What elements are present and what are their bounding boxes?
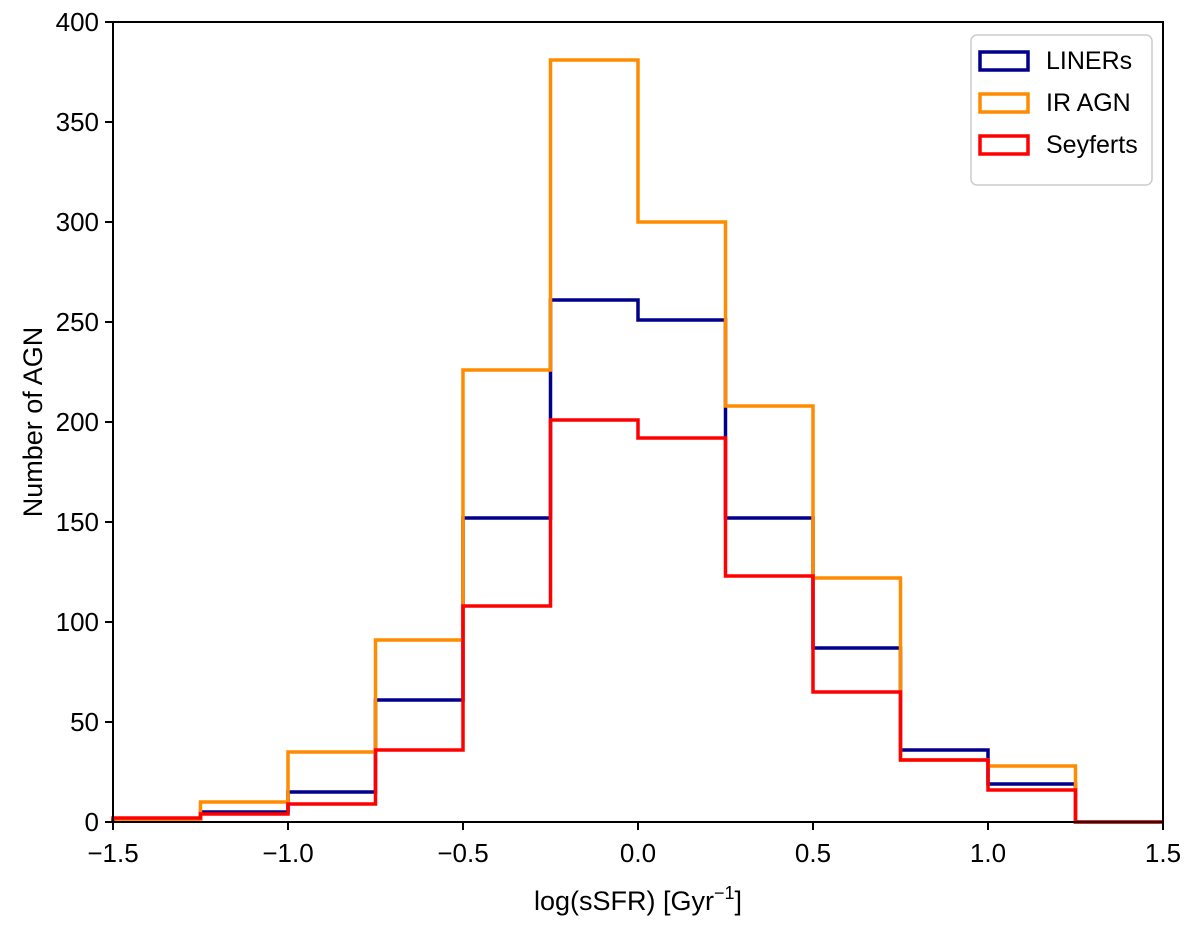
x-axis-ticks: −1.5 −1.0 −0.5 0.0 0.5 1.0 1.5 (87, 822, 1181, 868)
series-layer (111, 58, 1163, 824)
x-tick-label: 1.5 (1145, 838, 1181, 868)
legend-label: Seyferts (1046, 131, 1138, 159)
y-tick-label: 0 (85, 807, 99, 837)
legend-swatch (978, 50, 1030, 72)
legend-entry: LINERs (978, 47, 1132, 75)
x-axis-label-superscript: −1 (714, 883, 735, 903)
y-tick-label: 300 (56, 207, 99, 237)
x-tick-label: −1.5 (87, 838, 138, 868)
legend-label: IR AGN (1046, 89, 1131, 117)
y-tick-label: 100 (56, 607, 99, 637)
x-tick-label: −0.5 (437, 838, 488, 868)
legend-label: LINERs (1046, 47, 1132, 75)
x-axis-label-suffix: ] (735, 886, 743, 916)
histogram-outline (111, 418, 1163, 824)
y-tick-label: 50 (70, 707, 99, 737)
x-tick-label: 0.5 (795, 838, 831, 868)
legend-swatch (978, 134, 1030, 156)
y-tick-label: 350 (56, 107, 99, 137)
y-tick-label: 200 (56, 407, 99, 437)
y-tick-label: 400 (56, 7, 99, 37)
y-axis-ticks: 0 50 100 150 200 250 300 350 400 (56, 7, 113, 837)
legend-entry: IR AGN (978, 89, 1131, 117)
x-tick-label: −1.0 (262, 838, 313, 868)
y-axis-label: Number of AGN (18, 327, 48, 518)
legend-entry: Seyferts (978, 131, 1138, 159)
series-seyferts (111, 418, 1163, 824)
x-tick-label: 0.0 (620, 838, 656, 868)
legend-swatch (978, 92, 1030, 114)
x-tick-label: 1.0 (970, 838, 1006, 868)
legend: LINERs IR AGN Seyferts (970, 34, 1153, 186)
y-tick-label: 250 (56, 307, 99, 337)
legend-box (970, 34, 1153, 186)
x-axis-label: log(sSFR) [Gyr−1] (534, 883, 742, 916)
y-tick-label: 150 (56, 507, 99, 537)
